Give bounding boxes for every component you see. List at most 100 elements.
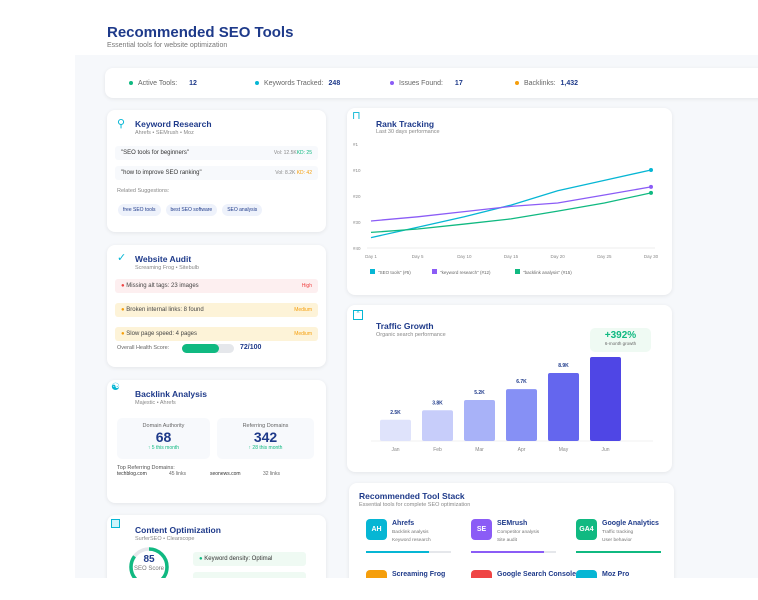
chart-icon: ⊓ xyxy=(352,110,361,122)
tool-stack-card: Recommended Tool Stack Essential tools f… xyxy=(349,483,674,578)
growth-label: 6-month growth xyxy=(604,341,637,346)
x-tick-label: Mar xyxy=(475,447,484,453)
keyword-row[interactable]: "SEO tools for beginners" Vol: 12.5KKD: 2… xyxy=(115,146,318,160)
severity-badge: High xyxy=(301,283,312,289)
legend-swatch xyxy=(432,269,437,274)
keyword-row[interactable]: "how to improve SEO ranking" Vol: 8.2K KD… xyxy=(115,166,318,180)
x-tick-label: Day 10 xyxy=(457,254,472,259)
related-suggestions: free SEO tools best SEO software SEO analy… xyxy=(118,198,267,216)
y-tick-label: #40 xyxy=(353,246,361,251)
stat-active-tools: Active Tools: 12 xyxy=(129,80,197,87)
audit-issue[interactable]: ● Missing alt tags: 23 images High xyxy=(115,279,318,293)
card-sources: Majestic • Ahrefs xyxy=(135,400,176,406)
tool-rating-bar xyxy=(366,551,451,553)
tool-item[interactable]: Google Search Console xyxy=(471,570,576,578)
domain-authority-metric: Domain Authority 68 ↑ 5 this month xyxy=(117,418,210,459)
website-audit-card: ✓ Website Audit Screaming Frog • Sitebul… xyxy=(107,245,326,367)
tool-logo xyxy=(576,570,597,578)
tool-item[interactable]: Screaming Frog xyxy=(366,570,451,578)
keyword-difficulty: KD: 42 xyxy=(296,170,312,176)
tool-feature: Backlink analysis xyxy=(392,530,429,535)
tool-feature: Site audit xyxy=(497,538,518,543)
bar-value-label: 2.5K xyxy=(390,410,401,416)
status-dot-icon xyxy=(515,81,519,85)
legend-label: "keyword research" (#12) xyxy=(440,270,491,275)
domain-link[interactable]: techblog.com xyxy=(117,471,147,477)
x-tick-label: Jan xyxy=(391,447,399,453)
card-subtitle: Last 30 days performance xyxy=(376,129,440,135)
card-title: Traffic Growth xyxy=(376,321,434,331)
trend-icon: ^ xyxy=(353,310,363,320)
x-tick-label: Day 5 xyxy=(412,254,424,259)
traffic-bar-chart: 2.5K Jan 3.8K Feb 5.2K Mar 6.7K Apr 8.9K May Jun xyxy=(371,356,653,453)
tool-rating-bar xyxy=(471,551,556,553)
issue-text: ● Missing alt tags: 23 images xyxy=(121,283,199,289)
y-tick-label: #20 xyxy=(353,194,361,199)
stat-value: 12 xyxy=(189,79,197,87)
x-tick-label: Day 20 xyxy=(551,254,566,259)
x-tick-label: Day 1 xyxy=(365,254,377,259)
check-icon: ✓ xyxy=(117,252,127,264)
rank-tracking-card: ⊓ Rank Tracking Last 30 days performance… xyxy=(347,108,672,295)
suggestion-chip[interactable]: best SEO software xyxy=(165,204,218,216)
stat-issues: Issues Found: 17 xyxy=(390,80,463,87)
traffic-bar xyxy=(506,389,537,441)
tool-name: Moz Pro xyxy=(602,571,630,578)
domain-links-count: 45 links xyxy=(169,471,186,477)
audit-issue[interactable]: ● Broken internal links: 8 found Medium xyxy=(115,303,318,317)
y-tick-label: #10 xyxy=(353,168,361,173)
health-label: Overall Health Score: xyxy=(117,345,170,351)
seo-score-gauge xyxy=(129,547,169,578)
metric-value: 342 xyxy=(253,429,278,445)
metric-label: Domain Authority xyxy=(142,423,185,429)
health-progress-bar xyxy=(182,344,234,353)
card-title: Keyword Research xyxy=(135,119,212,129)
severity-badge: Medium xyxy=(294,307,312,313)
traffic-bar xyxy=(548,373,579,441)
tool-feature: Competitor analysis xyxy=(497,530,540,535)
tool-item[interactable]: Moz Pro xyxy=(576,570,661,578)
card-title: Content Optimization xyxy=(135,525,221,535)
keyword-difficulty: KD: 25 xyxy=(296,150,312,156)
traffic-bar xyxy=(464,400,495,441)
tool-logo: AH xyxy=(366,519,387,540)
tool-name: Screaming Frog xyxy=(392,571,446,578)
content-optimization-card: Content Optimization SurferSEO • Clearsc… xyxy=(107,515,326,578)
card-sources: Screaming Frog • Sitebulb xyxy=(135,265,199,271)
tool-logo: GA4 xyxy=(576,519,597,540)
metric-change: ↑ 28 this month xyxy=(248,445,283,451)
page-subtitle: Essential tools for website optimization xyxy=(107,42,228,49)
y-tick-label: #1 xyxy=(353,142,359,147)
tool-feature: Keyword research xyxy=(392,538,431,543)
series-line xyxy=(370,192,652,234)
card-title: Recommended Tool Stack xyxy=(359,491,465,501)
tool-item[interactable]: GA4 Google Analytics Traffic tracking User … xyxy=(576,519,661,555)
keyword-volume: Vol: 8.2K xyxy=(275,170,296,176)
severity-badge: Medium xyxy=(294,331,312,337)
tool-item[interactable]: AH Ahrefs Backlink analysis Keyword researc… xyxy=(366,519,451,555)
suggestion-chip[interactable]: SEO analysis xyxy=(222,204,263,216)
keyword-research-card: ⚲ Keyword Research Ahrefs • SEMrush • Mo… xyxy=(107,110,326,232)
content-check: ● Keyword density: Optimal xyxy=(193,552,306,566)
stat-label: Issues Found: xyxy=(399,79,443,87)
status-dot-icon xyxy=(129,81,133,85)
x-tick-label: Day 15 xyxy=(504,254,519,259)
seo-score-value: 85 xyxy=(143,554,155,565)
series-end-point xyxy=(649,184,653,189)
stat-keywords: Keywords Tracked: 248 xyxy=(255,80,340,87)
tool-item[interactable]: SE SEMrush Competitor analysis Site audit xyxy=(471,519,556,555)
x-tick-label: Feb xyxy=(433,447,442,453)
suggestion-chip[interactable]: free SEO tools xyxy=(118,204,161,216)
tool-name: SEMrush xyxy=(497,520,528,527)
x-tick-label: Day 30 xyxy=(644,254,659,259)
legend-label: "backlink analysis" (#15) xyxy=(523,270,572,275)
x-tick-label: Jun xyxy=(601,447,609,453)
tool-feature: Traffic tracking xyxy=(602,530,634,535)
metric-change: ↑ 5 this month xyxy=(147,445,180,451)
domain-link[interactable]: seonews.com xyxy=(210,471,241,477)
network-icon: ☯ xyxy=(111,382,120,393)
audit-issue[interactable]: ● Slow page speed: 4 pages Medium xyxy=(115,327,318,341)
keyword-text: "SEO tools for beginners" xyxy=(121,150,189,156)
dashboard-area: Active Tools: 12 Keywords Tracked: 248 Is… xyxy=(75,55,758,578)
traffic-growth-card: ^ Traffic Growth Organic search performa… xyxy=(347,305,672,472)
